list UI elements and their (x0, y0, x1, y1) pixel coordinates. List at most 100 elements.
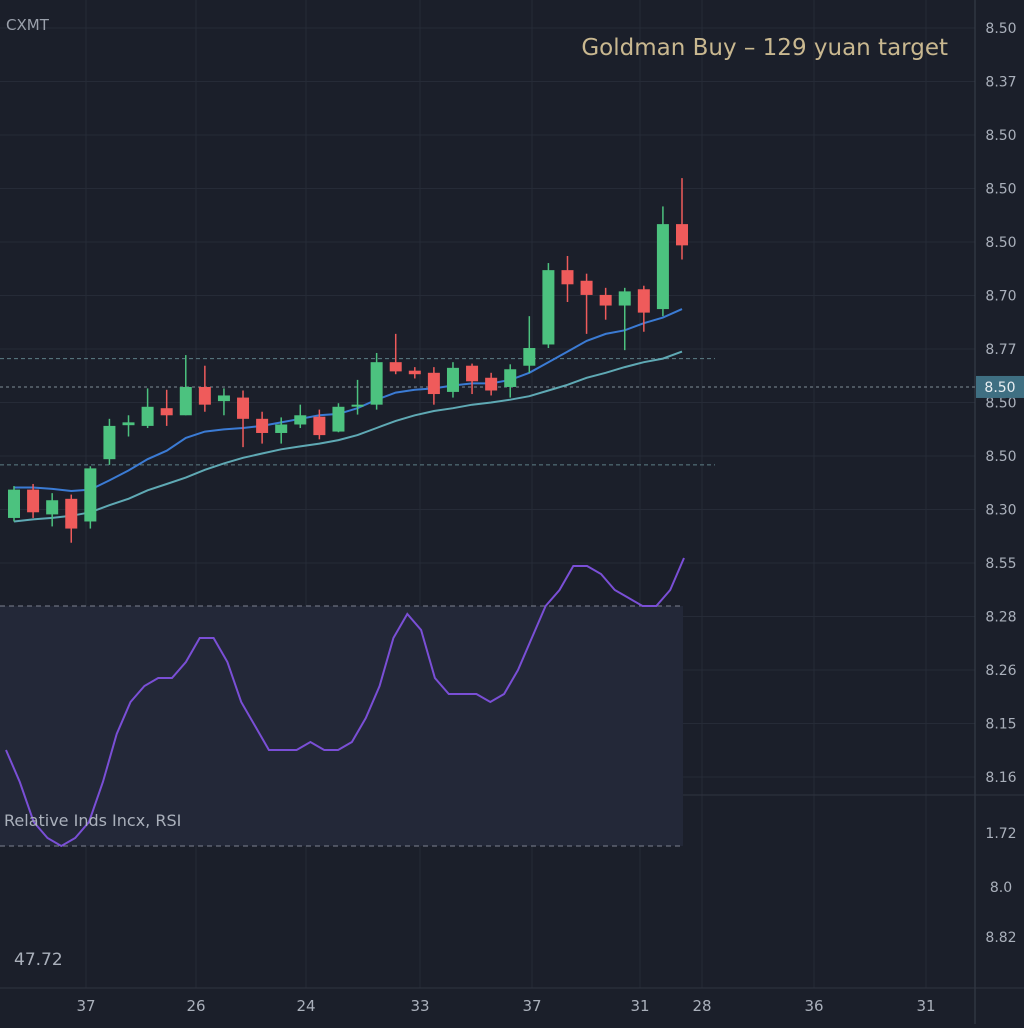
candle (599, 287, 612, 320)
candle-body (446, 367, 459, 392)
ma-fast-line (14, 308, 683, 493)
candle-body (637, 289, 650, 313)
candle-body (485, 377, 498, 391)
price-tick-label: 8.15 (985, 717, 1016, 733)
candle-body (313, 416, 326, 436)
candle-body (427, 372, 440, 395)
candle-body (294, 415, 307, 425)
candle-body (237, 397, 250, 419)
candle (466, 363, 479, 395)
time-tick-label: 31 (630, 997, 649, 1015)
rsi-band-fill (0, 606, 683, 846)
candle (313, 409, 326, 440)
rsi-tick-label: 8.0 (990, 880, 1012, 896)
candle (676, 178, 688, 260)
candle (256, 411, 269, 444)
candle (160, 389, 173, 426)
candle (504, 364, 517, 398)
candle-body (504, 369, 517, 387)
candle (217, 388, 230, 416)
candle (389, 333, 402, 375)
candle (46, 493, 59, 527)
candle (275, 417, 288, 444)
time-tick-label: 31 (916, 997, 935, 1015)
price-tick-label: 8.37 (985, 75, 1016, 91)
candle (237, 390, 250, 448)
candle-body (542, 270, 555, 345)
current-price-tag (976, 375, 1024, 398)
symbol-label: CXMT (6, 16, 50, 34)
price-tick-label: 8.50 (985, 396, 1016, 412)
candle-body (46, 500, 59, 515)
time-tick-label: 37 (522, 997, 541, 1015)
candle (8, 486, 20, 522)
candle (580, 273, 593, 334)
candle (332, 403, 345, 433)
candle-body (599, 294, 612, 306)
candle-body (389, 362, 402, 372)
candle-body (27, 489, 40, 513)
candle-body (65, 498, 78, 529)
price-tick-label: 8.50 (985, 128, 1016, 144)
rsi-label: Relative Inds Incx, RSI (4, 811, 181, 830)
time-tick-label: 33 (410, 997, 429, 1015)
analyst-annotation: Goldman Buy – 129 yuan target (581, 35, 948, 61)
candle-body (618, 291, 631, 306)
time-tick-label: 24 (296, 997, 315, 1015)
price-tick-label: 8.50 (985, 235, 1016, 251)
candle-body (523, 348, 536, 366)
candle-body (408, 370, 421, 375)
candle-body (351, 404, 364, 407)
current-price-label: 8.50 (984, 380, 1015, 396)
time-tick-label: 36 (804, 997, 823, 1015)
price-tick-label: 8.50 (985, 182, 1016, 198)
candle-body (370, 362, 383, 405)
candle (179, 355, 192, 416)
rsi-panel: 1.72 8.0 8.82 (0, 557, 1017, 946)
candle (141, 388, 154, 429)
price-tick-label: 8.26 (985, 663, 1016, 679)
time-axis: 37 26 24 33 37 31 28 36 31 (76, 997, 935, 1015)
candle (542, 263, 555, 349)
candle (122, 415, 135, 437)
candle-body (122, 422, 135, 426)
candle (637, 285, 650, 332)
candle-body (256, 418, 269, 433)
candle (84, 466, 97, 529)
time-tick-label: 28 (692, 997, 711, 1015)
candle-body (656, 224, 669, 310)
candle (27, 483, 40, 518)
time-tick-label: 37 (76, 997, 95, 1015)
candle-body (141, 406, 154, 426)
moving-averages (13, 308, 683, 523)
rsi-value: 47.72 (14, 950, 63, 970)
candle-body (179, 386, 192, 416)
candle-body (103, 425, 116, 460)
price-tick-label: 8.30 (985, 503, 1016, 519)
candle-body (160, 408, 173, 416)
candle-body (217, 395, 230, 402)
rsi-line (5, 557, 685, 848)
candle-body (561, 270, 574, 285)
candle-body (332, 406, 345, 432)
price-tick-label: 8.16 (985, 770, 1016, 786)
candle (446, 362, 459, 398)
price-tick-label: 8.77 (985, 342, 1016, 358)
candle-body (84, 468, 97, 522)
price-axis: 8.508.378.508.508.508.708.778.508.508.30… (976, 21, 1024, 786)
candle-body (580, 280, 593, 295)
candle (198, 365, 211, 412)
candle (65, 494, 78, 543)
time-tick-label: 26 (186, 997, 205, 1015)
rsi-tick-label: 1.72 (985, 826, 1016, 842)
candle (523, 316, 536, 373)
candlestick-series (8, 178, 688, 543)
candle (485, 372, 498, 396)
candle-body (8, 489, 20, 518)
candle (656, 206, 669, 317)
candle-body (466, 365, 479, 382)
candle (351, 379, 364, 415)
